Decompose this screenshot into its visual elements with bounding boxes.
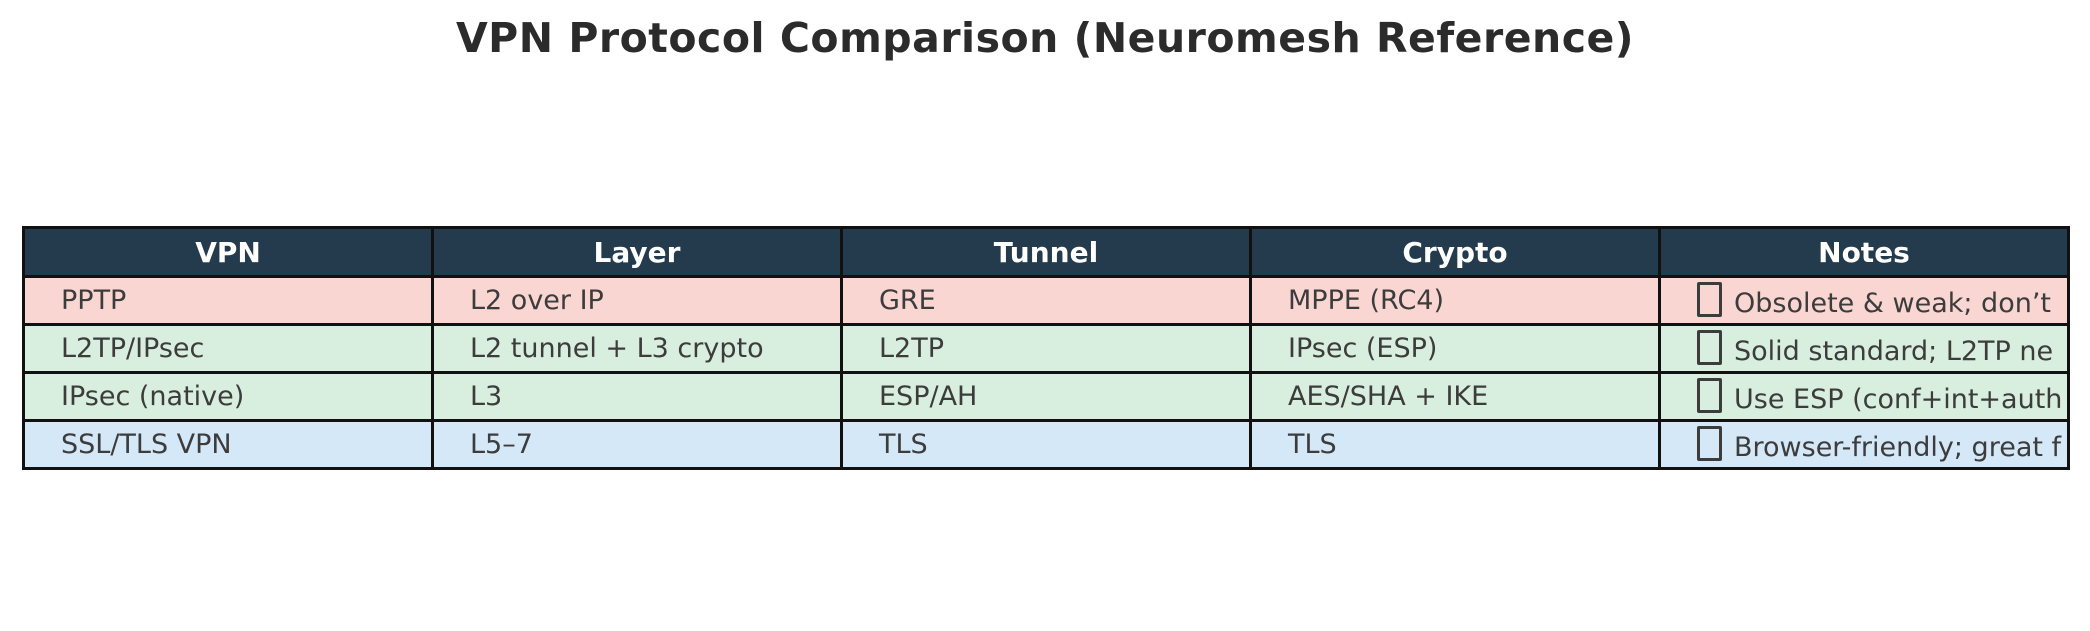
column-header-layer: Layer (431, 226, 843, 278)
cell-vpn: IPsec (native) (22, 371, 434, 422)
cell-layer: L5–7 (431, 419, 843, 470)
column-header-crypto: Crypto (1249, 226, 1661, 278)
table-row-l2tp-ipsec: L2TP/IPsec L2 tunnel + L3 crypto L2TP IP… (22, 323, 2070, 374)
cell-tunnel: ESP/AH (840, 371, 1252, 422)
vpn-comparison-table: VPN Layer Tunnel Crypto Notes PPTP L2 ov… (22, 226, 2070, 470)
missing-glyph-box-icon (1697, 426, 1722, 461)
table-row-ssl-tls: SSL/TLS VPN L5–7 TLS TLS Browser-friendl… (22, 419, 2070, 470)
table-row-ipsec-native: IPsec (native) L3 ESP/AH AES/SHA + IKE U… (22, 371, 2070, 422)
cell-tunnel: GRE (840, 275, 1252, 326)
cell-crypto: MPPE (RC4) (1249, 275, 1661, 326)
cell-tunnel: L2TP (840, 323, 1252, 374)
cell-vpn: L2TP/IPsec (22, 323, 434, 374)
header-row: VPN Layer Tunnel Crypto Notes (22, 226, 2070, 278)
column-header-vpn: VPN (22, 226, 434, 278)
cell-tunnel: TLS (840, 419, 1252, 470)
cell-layer: L3 (431, 371, 843, 422)
cell-crypto: AES/SHA + IKE (1249, 371, 1661, 422)
table-row-pptp: PPTP L2 over IP GRE MPPE (RC4) Obsolete … (22, 275, 2070, 326)
note-text: Solid standard; L2TP ne (1734, 336, 2054, 367)
note-text: Use ESP (conf+int+auth (1734, 384, 2063, 415)
missing-glyph-box-icon (1697, 282, 1722, 317)
cell-crypto: IPsec (ESP) (1249, 323, 1661, 374)
note-text: Obsolete & weak; don’t (1734, 288, 2051, 319)
cell-notes: Solid standard; L2TP ne (1658, 323, 2070, 374)
column-header-notes: Notes (1658, 226, 2070, 278)
note-text: Browser-friendly; great f (1734, 432, 2062, 463)
page-title: VPN Protocol Comparison (Neuromesh Refer… (455, 14, 1635, 62)
cell-vpn: SSL/TLS VPN (22, 419, 434, 470)
cell-notes: Browser-friendly; great f (1658, 419, 2070, 470)
column-header-tunnel: Tunnel (840, 226, 1252, 278)
missing-glyph-box-icon (1697, 378, 1722, 413)
cell-layer: L2 over IP (431, 275, 843, 326)
cell-layer: L2 tunnel + L3 crypto (431, 323, 843, 374)
cell-notes: Use ESP (conf+int+auth (1658, 371, 2070, 422)
missing-glyph-box-icon (1697, 330, 1722, 365)
cell-crypto: TLS (1249, 419, 1661, 470)
cell-notes: Obsolete & weak; don’t (1658, 275, 2070, 326)
cell-vpn: PPTP (22, 275, 434, 326)
